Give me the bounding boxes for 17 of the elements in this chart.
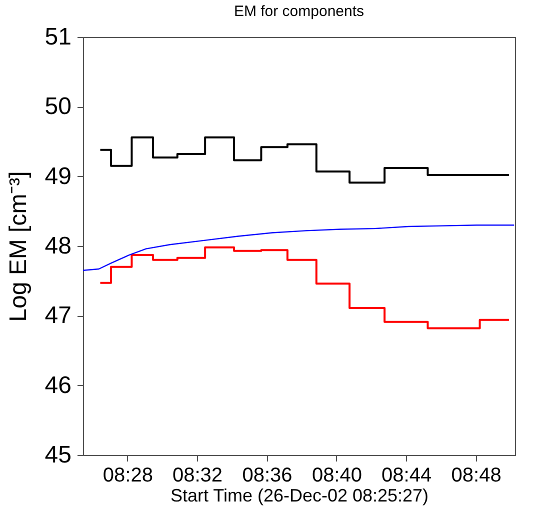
line-series (83, 224, 515, 271)
x-tick-label: 08:40 (312, 464, 362, 486)
y-tick-label: 49 (44, 162, 72, 190)
x-tick-label: 08:48 (451, 464, 502, 486)
y-tick-label: 50 (44, 93, 72, 120)
x-axis-title: Start Time (26-Dec-02 08:25:27) (170, 486, 429, 506)
chart-title: EM for components (234, 3, 364, 20)
x-tick-label: 08:36 (242, 464, 292, 486)
x-tick-label: 08:44 (382, 464, 432, 486)
y-tick-label: 47 (44, 302, 72, 330)
y-axis-title: Log EM [cm⁻³] (4, 171, 32, 322)
y-tick-label: 51 (44, 24, 72, 50)
x-tick-label: 08:32 (172, 464, 223, 486)
y-tick-label: 45 (44, 442, 72, 468)
y-tick-label: 46 (44, 372, 72, 399)
y-tick-label: 48 (44, 232, 72, 260)
x-tick-label: 08:28 (102, 464, 153, 486)
